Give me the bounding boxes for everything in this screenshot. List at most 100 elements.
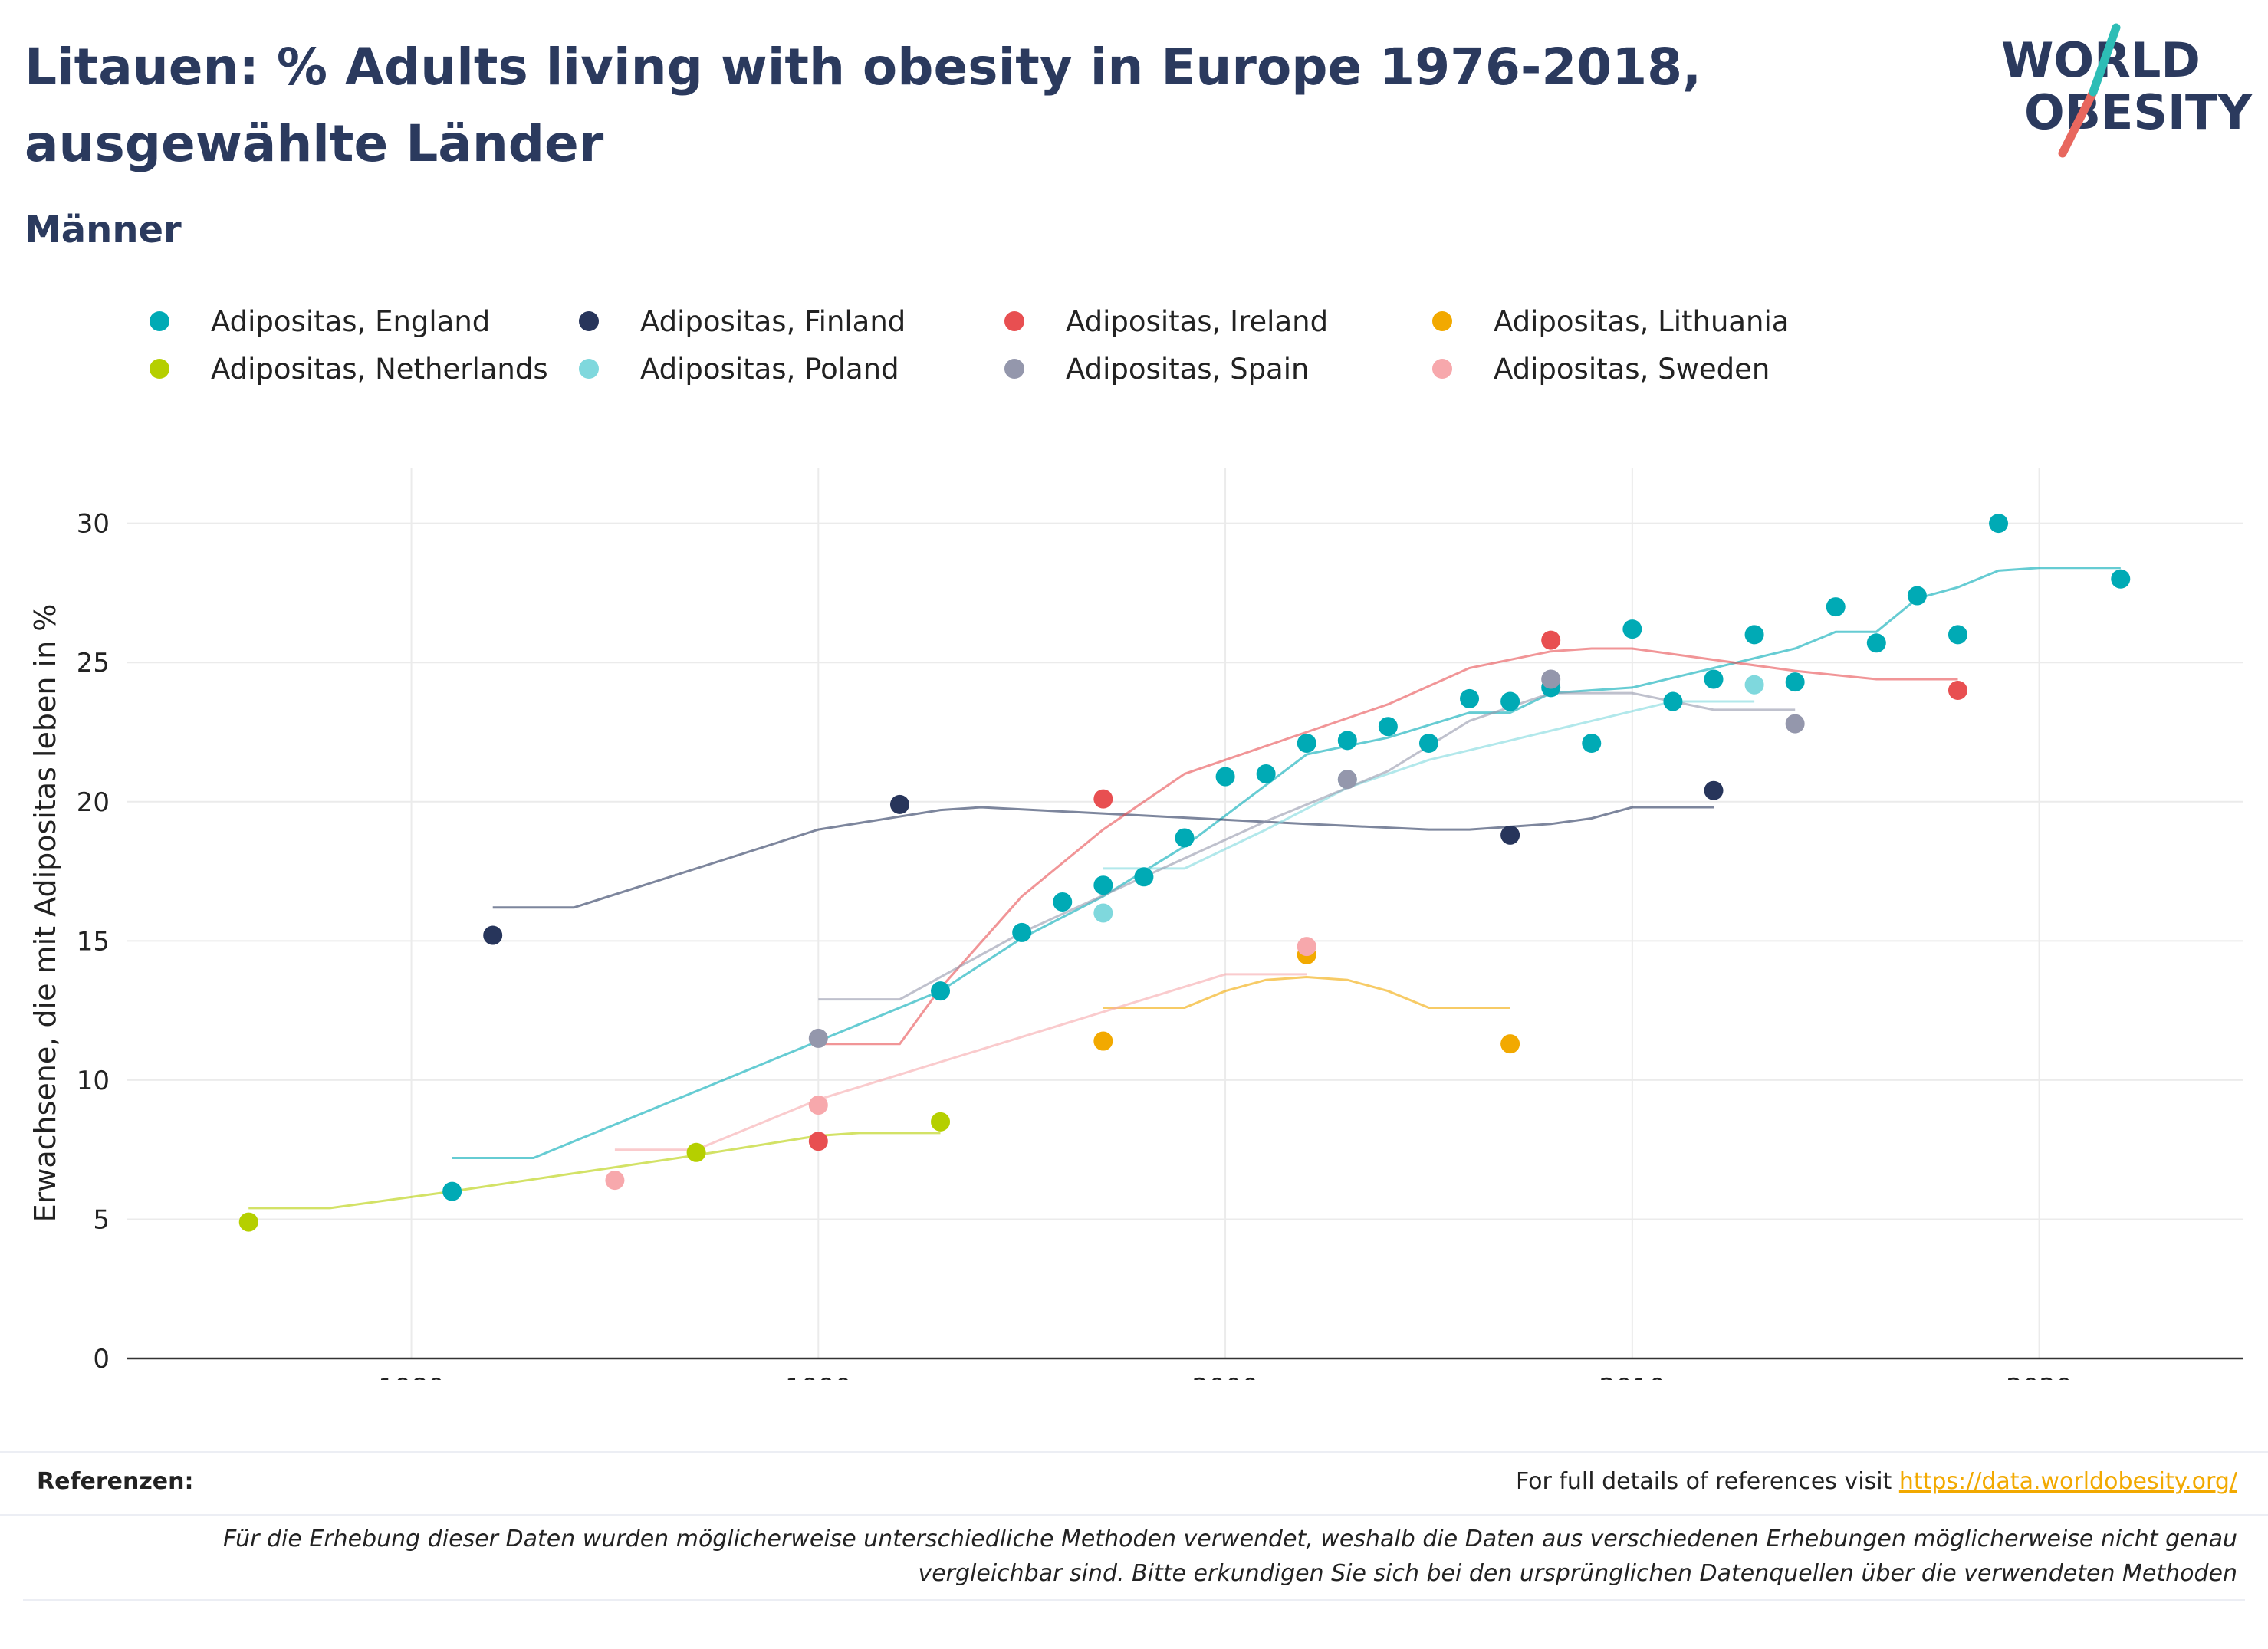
legend-label: Adipositas, Sweden xyxy=(1494,352,1770,386)
data-point xyxy=(2111,569,2131,589)
legend-marker xyxy=(1004,359,1024,379)
legend-label: Adipositas, Spain xyxy=(1066,352,1310,386)
data-point xyxy=(1378,717,1398,737)
data-point xyxy=(1704,780,1724,800)
data-point xyxy=(1500,1034,1520,1054)
data-point xyxy=(931,981,951,1001)
data-point xyxy=(605,1171,625,1191)
data-point xyxy=(1297,937,1316,957)
logo-slash-red xyxy=(2058,87,2098,158)
data-point xyxy=(931,1112,951,1132)
data-point xyxy=(1541,630,1561,650)
legend-label: Adipositas, England xyxy=(211,304,491,338)
legend-marker xyxy=(1432,359,1452,379)
chart-title: Litauen: % Adults living with obesity in… xyxy=(25,38,1702,173)
data-point xyxy=(1948,625,1967,645)
data-point xyxy=(1744,675,1764,695)
data-point xyxy=(1582,733,1602,753)
legend-marker xyxy=(150,311,169,331)
chart-subtitle: Männer xyxy=(25,209,182,251)
references-description: For full details of references visit xyxy=(1515,1468,1892,1495)
data-point xyxy=(1622,619,1642,639)
y-tick-label: 25 xyxy=(77,648,110,678)
legend-label: Adipositas, Poland xyxy=(640,352,899,386)
series-trend-line xyxy=(818,691,1796,1001)
series-trend-line xyxy=(452,567,2121,1159)
y-tick-label: 15 xyxy=(77,926,110,957)
legend-label: Adipositas, Ireland xyxy=(1066,304,1329,338)
y-tick-label: 30 xyxy=(77,509,110,540)
legend-marker xyxy=(579,311,599,331)
logo-slash-teal xyxy=(2089,23,2121,97)
data-point xyxy=(1134,867,1154,887)
data-point xyxy=(808,1028,828,1048)
data-point xyxy=(808,1132,828,1151)
data-point xyxy=(1337,731,1357,751)
legend-label: Adipositas, Netherlands xyxy=(211,352,548,386)
references-label: Referenzen: xyxy=(37,1468,194,1495)
legend-item[interactable]: Adipositas, Finland xyxy=(579,302,906,340)
x-tick-label: 1980 xyxy=(378,1373,445,1380)
y-tick-label: 0 xyxy=(93,1344,110,1375)
references-link[interactable]: https://data.worldobesity.org/ xyxy=(1898,1468,2237,1495)
data-point xyxy=(1053,892,1073,912)
data-point xyxy=(1012,922,1032,942)
data-point xyxy=(483,925,503,945)
references-bar: Referenzen: For full details of referenc… xyxy=(0,1451,2268,1516)
legend-marker xyxy=(1004,311,1024,331)
x-tick-label: 2010 xyxy=(1599,1373,1666,1380)
legend-item[interactable]: Adipositas, England xyxy=(150,302,490,340)
legend-marker xyxy=(150,359,169,379)
data-point xyxy=(1866,633,1886,653)
data-point xyxy=(1541,669,1561,689)
data-point xyxy=(1785,672,1805,692)
x-tick-label: 1990 xyxy=(785,1373,852,1380)
data-point xyxy=(442,1181,462,1201)
legend-item[interactable]: Adipositas, Netherlands xyxy=(150,350,548,388)
data-point xyxy=(1989,514,2009,534)
series-trend-line xyxy=(1103,700,1755,870)
data-point xyxy=(808,1096,828,1115)
data-point xyxy=(1297,733,1316,753)
y-axis-title: Erwachsene, die mit Adipositas leben in … xyxy=(28,604,62,1223)
data-point xyxy=(1093,1031,1113,1051)
world-obesity-logo: WORLD OBESITY xyxy=(2001,23,2253,158)
legend-marker xyxy=(1432,311,1452,331)
data-point xyxy=(1460,688,1480,708)
logo-text-line2: OBESITY xyxy=(2024,84,2253,140)
references-text: For full details of references visit htt… xyxy=(1516,1468,2237,1495)
series-trend-line xyxy=(492,806,1714,909)
legend-label: Adipositas, Lithuania xyxy=(1494,304,1790,338)
data-point xyxy=(1093,789,1113,809)
data-point xyxy=(1215,767,1235,787)
x-tick-label: 2000 xyxy=(1192,1373,1259,1380)
x-tick-label: 2020 xyxy=(2006,1373,2072,1380)
data-point xyxy=(1826,597,1846,617)
legend-marker xyxy=(579,359,599,379)
legend-label: Adipositas, Finland xyxy=(640,304,906,338)
data-point xyxy=(1704,669,1724,689)
footer-divider xyxy=(23,1599,2245,1601)
y-tick-label: 10 xyxy=(77,1066,110,1096)
y-tick-label: 20 xyxy=(77,787,110,818)
series-trend-line xyxy=(1103,975,1510,1009)
legend-item[interactable]: Adipositas, Sweden xyxy=(1432,350,1770,388)
data-point xyxy=(1500,691,1520,711)
legend-item[interactable]: Adipositas, Lithuania xyxy=(1432,302,1789,340)
legend-item[interactable]: Adipositas, Ireland xyxy=(1004,302,1328,340)
chart-plot: 1980 1990 2000 2010 2020 0 5 10 15 20 25 30 Erwachse… xyxy=(28,468,2243,1380)
data-point xyxy=(1500,825,1520,845)
data-point xyxy=(1744,625,1764,645)
data-point xyxy=(1093,903,1113,923)
series-trend-line xyxy=(248,1132,941,1210)
data-point xyxy=(238,1212,258,1232)
data-point xyxy=(1663,691,1683,711)
data-point xyxy=(1175,828,1195,848)
data-point xyxy=(1337,770,1357,790)
series-trend-line xyxy=(818,647,1958,1046)
data-point xyxy=(1948,681,1967,700)
y-tick-label: 5 xyxy=(93,1204,110,1235)
legend-item[interactable]: Adipositas, Poland xyxy=(579,350,899,388)
data-point xyxy=(1256,764,1276,783)
legend-item[interactable]: Adipositas, Spain xyxy=(1004,350,1309,388)
